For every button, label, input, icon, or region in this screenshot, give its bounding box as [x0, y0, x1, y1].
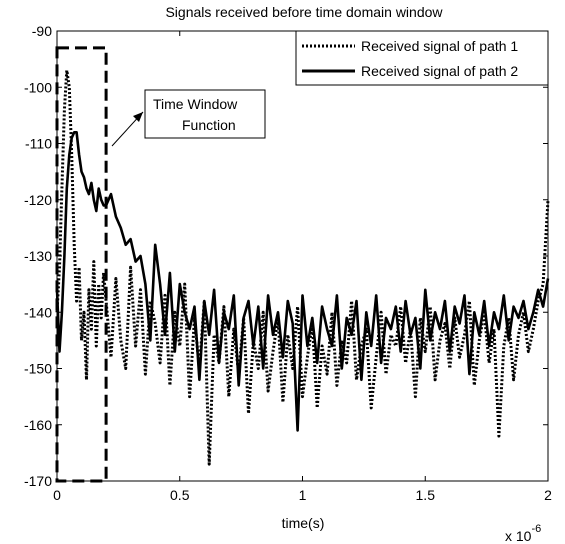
legend-label-path-1: Received signal of path 1	[361, 38, 518, 54]
plot-area: Time Window Function	[55, 30, 550, 483]
x-axis: 0 0.5 1 1.5 2	[53, 31, 552, 503]
x-axis-label: time(s)	[282, 515, 325, 531]
y-tick-label: -130	[24, 248, 52, 264]
x-exponent-power: -6	[531, 523, 541, 535]
y-tick-label: -140	[24, 304, 52, 320]
y-axis: -90 -100 -110 -120 -130 -140 -150 -160 -170	[24, 23, 548, 489]
x-tick-label: 1	[299, 487, 307, 503]
x-tick-label: 0	[53, 487, 61, 503]
series-layer	[55, 68, 550, 466]
series-line-path-2	[55, 131, 550, 432]
time-window-box	[55, 46, 108, 483]
plot-frame	[56, 30, 549, 482]
y-tick-label: -170	[24, 473, 52, 489]
y-tick-label: -160	[24, 417, 52, 433]
annotation-line-2: Function	[182, 117, 236, 133]
annotation-box	[144, 89, 266, 139]
annotation-layer: Time Window Function	[55, 46, 266, 483]
x-tick-label: 0.5	[170, 487, 190, 503]
x-tick-label: 2	[544, 487, 552, 503]
series-line-path-1	[55, 68, 550, 466]
y-tick-label: -110	[25, 136, 52, 152]
legend-label-path-2: Received signal of path 2	[361, 63, 518, 79]
x-axis-exponent: x 10-6	[505, 523, 541, 544]
y-tick-label: -90	[32, 23, 52, 39]
legend: Received signal of path 1 Received signa…	[295, 30, 549, 86]
legend-box	[295, 30, 549, 86]
annotation-arrow-head	[133, 112, 143, 122]
y-tick-label: -150	[24, 361, 52, 377]
x-tick-label: 1.5	[416, 487, 436, 503]
y-tick-label: -100	[24, 79, 52, 95]
chart-title: Signals received before time domain wind…	[165, 4, 443, 20]
annotation-line-1: Time Window	[153, 96, 238, 112]
y-tick-label: -120	[24, 192, 52, 208]
x-exponent-base: x 10	[505, 528, 532, 544]
